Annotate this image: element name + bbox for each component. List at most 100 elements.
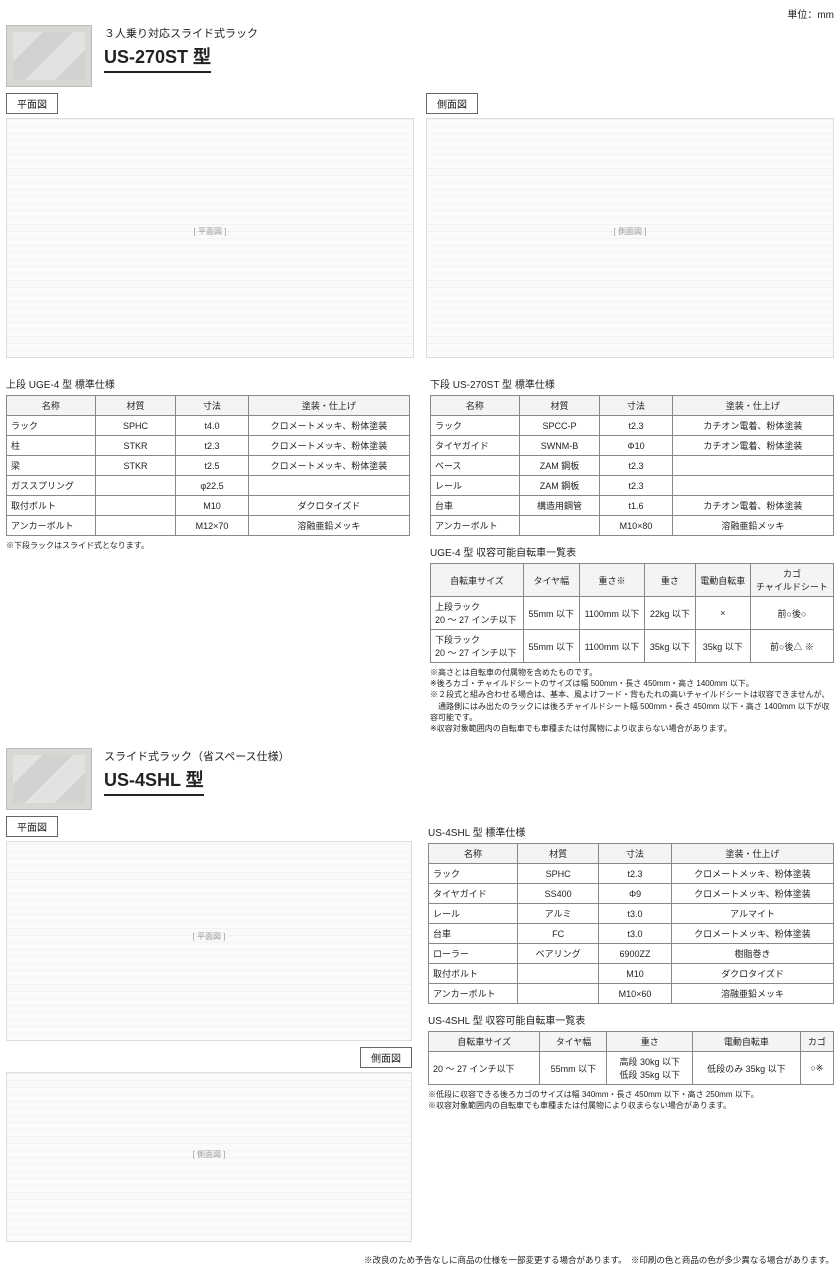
table-header: 材質 — [519, 396, 600, 416]
table-header: 電動自転車 — [695, 564, 750, 597]
table-cell: 梁 — [7, 456, 96, 476]
table-cell: t1.6 — [600, 496, 673, 516]
plan-view-label: 平面図 — [6, 93, 58, 114]
table-cell: 1100mm 以下 — [579, 597, 645, 630]
table-cell: レール — [431, 476, 520, 496]
capacity-uge4-table: 自転車サイズタイヤ幅重さ※重さ電動自転車カゴ チャイルドシート上段ラック 20 … — [430, 563, 834, 663]
table-header: 電動自転車 — [693, 1032, 801, 1052]
table-row: ベースZAM 鋼板t2.3 — [431, 456, 834, 476]
table-cell: ベース — [431, 456, 520, 476]
table-cell: ○※ — [800, 1052, 833, 1085]
table-cell: t2.5 — [176, 456, 249, 476]
table-cell — [248, 476, 409, 496]
table-cell: φ22.5 — [176, 476, 249, 496]
table-header: 寸法 — [600, 396, 673, 416]
table-row: 20 ～ 27 インチ以下55mm 以下高段 30kg 以下 低段 35kg 以… — [429, 1052, 834, 1085]
product2-thumbnail — [6, 748, 92, 810]
table-cell: アルミ — [518, 904, 599, 924]
table-header: 名称 — [429, 844, 518, 864]
table-cell: × — [695, 597, 750, 630]
table-cell: t3.0 — [599, 924, 672, 944]
product2-plan-label: 平面図 — [6, 816, 58, 837]
table-cell: t2.3 — [600, 476, 673, 496]
table-cell: カチオン電着、粉体塗装 — [672, 416, 833, 436]
table-header: 名称 — [431, 396, 520, 416]
table-cell: Φ10 — [600, 436, 673, 456]
table-cell: レール — [429, 904, 518, 924]
table-cell: ローラー — [429, 944, 518, 964]
table-cell: 台車 — [429, 924, 518, 944]
side-view-label: 側面図 — [426, 93, 478, 114]
table-row: 台車FCt3.0クロメートメッキ、粉体塗装 — [429, 924, 834, 944]
table-cell: M10×80 — [600, 516, 673, 536]
table-cell: 溶融亜鉛メッキ — [248, 516, 409, 536]
table-cell: SWNM-B — [519, 436, 600, 456]
table-cell: 前○後△ ※ — [750, 630, 833, 663]
table-cell: 前○後○ — [750, 597, 833, 630]
table-cell: ダクロタイズド — [248, 496, 409, 516]
table-cell: アンカーボルト — [7, 516, 96, 536]
table-row: 梁STKRt2.5クロメートメッキ、粉体塗装 — [7, 456, 410, 476]
table-cell — [95, 496, 176, 516]
table-cell: M10 — [599, 964, 672, 984]
table-cell: 溶融亜鉛メッキ — [671, 984, 833, 1004]
table-header: 塗装・仕上げ — [672, 396, 833, 416]
table-cell: FC — [518, 924, 599, 944]
spec-uge4-title: 上段 UGE-4 型 標準仕様 — [6, 376, 410, 391]
capacity-us4shl-notes: ※低段に収容できる後ろカゴのサイズは幅 340mm・長さ 450mm 以下・高さ… — [428, 1089, 834, 1111]
table-cell: タイヤガイド — [429, 884, 518, 904]
table-cell: 20 ～ 27 インチ以下 — [429, 1052, 540, 1085]
table-header: 重さ — [607, 1032, 693, 1052]
table-cell: 55mm 以下 — [523, 630, 579, 663]
table-cell: 樹脂巻き — [671, 944, 833, 964]
table-row: ラックSPCC-Pt2.3カチオン電着、粉体塗装 — [431, 416, 834, 436]
table-cell: t2.3 — [600, 416, 673, 436]
spec-uge4-table: 名称材質寸法塗装・仕上げラックSPHCt4.0クロメートメッキ、粉体塗装柱STK… — [6, 395, 410, 536]
table-cell — [95, 516, 176, 536]
table-row: アンカーボルトM10×60溶融亜鉛メッキ — [429, 984, 834, 1004]
table-cell: 35kg 以下 — [645, 630, 695, 663]
product1-thumbnail — [6, 25, 92, 87]
product1-header: ３人乗り対応スライド式ラック US-270ST 型 — [6, 25, 834, 87]
table-row: レールアルミt3.0アルマイト — [429, 904, 834, 924]
product1-plan-diagram: [ 平面図 ] — [6, 118, 414, 358]
table-header: タイヤ幅 — [540, 1032, 607, 1052]
table-cell: SPHC — [518, 864, 599, 884]
table-cell: アンカーボルト — [431, 516, 520, 536]
table-cell: ベアリング — [518, 944, 599, 964]
table-cell: 構造用鋼管 — [519, 496, 600, 516]
table-cell: ZAM 鋼板 — [519, 456, 600, 476]
product1-side-diagram: [ 側面図 ] — [426, 118, 834, 358]
table-cell: ZAM 鋼板 — [519, 476, 600, 496]
table-row: 取付ボルトM10ダクロタイズド — [429, 964, 834, 984]
table-row: 柱STKRt2.3クロメートメッキ、粉体塗装 — [7, 436, 410, 456]
table-row: ラックSPHCt4.0クロメートメッキ、粉体塗装 — [7, 416, 410, 436]
table-cell: t4.0 — [176, 416, 249, 436]
table-cell: 取付ボルト — [7, 496, 96, 516]
table-cell: 取付ボルト — [429, 964, 518, 984]
spec-uge4-note: ※下段ラックはスライド式となります。 — [6, 540, 410, 551]
table-row: アンカーボルトM10×80溶融亜鉛メッキ — [431, 516, 834, 536]
table-cell: M10×60 — [599, 984, 672, 1004]
table-header: 寸法 — [599, 844, 672, 864]
table-header: 名称 — [7, 396, 96, 416]
table-cell — [672, 476, 833, 496]
table-cell: t2.3 — [600, 456, 673, 476]
table-cell — [519, 516, 600, 536]
table-row: 下段ラック 20 ～ 27 インチ以下55mm 以下1100mm 以下35kg … — [431, 630, 834, 663]
product2-side-diagram: [ 側面図 ] — [6, 1072, 412, 1242]
capacity-us4shl-title: US-4SHL 型 収容可能自転車一覧表 — [428, 1012, 834, 1027]
table-row: アンカーボルト M12×70溶融亜鉛メッキ — [7, 516, 410, 536]
table-header: カゴ チャイルドシート — [750, 564, 833, 597]
table-cell: 1100mm 以下 — [579, 630, 645, 663]
table-cell: ラック — [429, 864, 518, 884]
product2-subtitle: スライド式ラック（省スペース仕様） — [104, 748, 834, 764]
table-cell: M12×70 — [176, 516, 249, 536]
table-header: 重さ※ — [579, 564, 645, 597]
table-cell: クロメートメッキ、粉体塗装 — [248, 436, 409, 456]
table-cell: t2.3 — [599, 864, 672, 884]
table-header: 塗装・仕上げ — [671, 844, 833, 864]
table-cell: クロメートメッキ、粉体塗装 — [671, 864, 833, 884]
table-header: 材質 — [95, 396, 176, 416]
table-header: タイヤ幅 — [523, 564, 579, 597]
